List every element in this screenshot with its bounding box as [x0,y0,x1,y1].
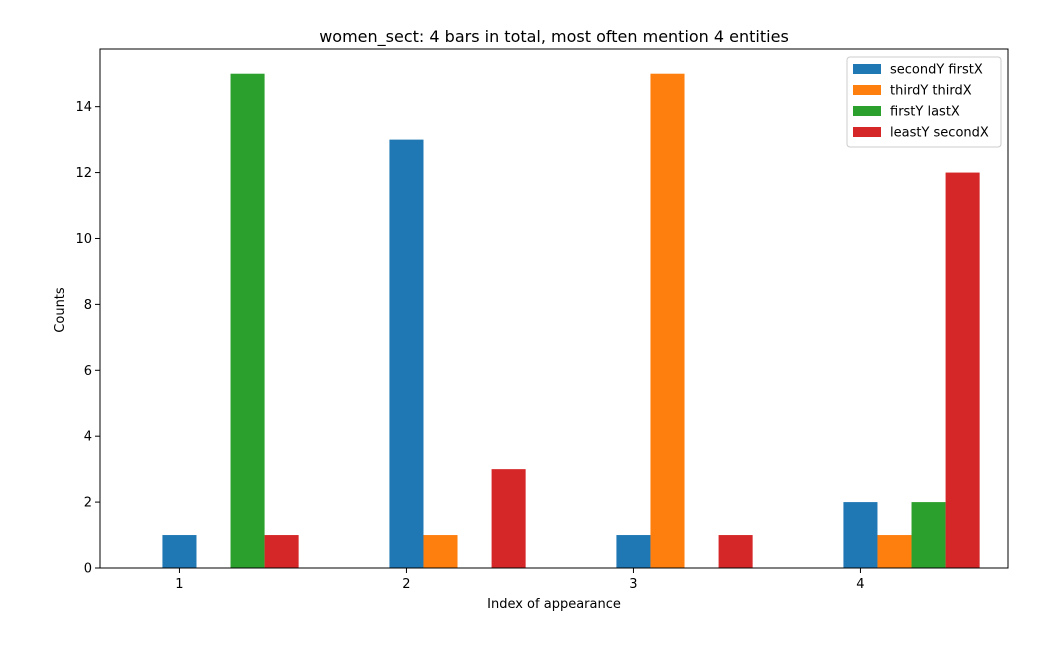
legend-box [846,56,1002,148]
plot-frame [99,48,1009,569]
legend-label: secondY firstX [890,63,983,78]
x-tick-label: 4 [856,577,864,592]
bar-firsty-lastx-cat-1 [230,73,265,569]
bar-secondy-firstx-cat-3 [616,535,651,568]
bar-secondy-firstx-cat-1 [162,535,197,568]
legend-swatch [853,64,881,74]
y-axis-label: Counts [53,287,68,333]
bar-leasty-secondx-cat-3 [718,535,753,568]
bar-secondy-firstx-cat-2 [389,139,424,568]
legend-label: leastY secondX [890,126,989,141]
legend-label: thirdY thirdX [890,84,972,99]
legend-label: firstY lastX [890,105,960,120]
x-tick-label: 3 [629,577,637,592]
y-tick-label: 2 [84,496,92,511]
y-tick-label: 0 [84,562,92,577]
bar-thirdy-thirdx-cat-3 [650,73,685,569]
x-axis-label: Index of appearance [487,597,621,612]
bars-layer [162,73,980,569]
x-tick-label: 1 [175,577,183,592]
y-tick-label: 12 [75,166,92,181]
x-tick-label: 2 [402,577,410,592]
y-tick-label: 8 [84,298,92,313]
legend-swatch [853,106,881,116]
bar-firsty-lastx-cat-4 [911,502,946,568]
y-tick-label: 14 [75,100,92,115]
legend-swatch [853,127,881,137]
y-tick-label: 6 [84,364,92,379]
bar-secondy-firstx-cat-4 [843,502,878,568]
chart-title: women_sect: 4 bars in total, most often … [319,27,789,47]
bar-leasty-secondx-cat-2 [491,469,526,568]
bar-thirdy-thirdx-cat-2 [423,535,458,568]
legend-swatch [853,85,881,95]
y-tick-label: 10 [75,232,92,247]
legend: secondY firstX thirdY thirdX firstY lastX l… [846,56,1002,148]
bar-leasty-secondx-cat-4 [945,172,980,568]
y-tick-label: 4 [84,430,92,445]
bar-leasty-secondx-cat-1 [264,535,299,568]
bar-thirdy-thirdx-cat-4 [877,535,912,568]
